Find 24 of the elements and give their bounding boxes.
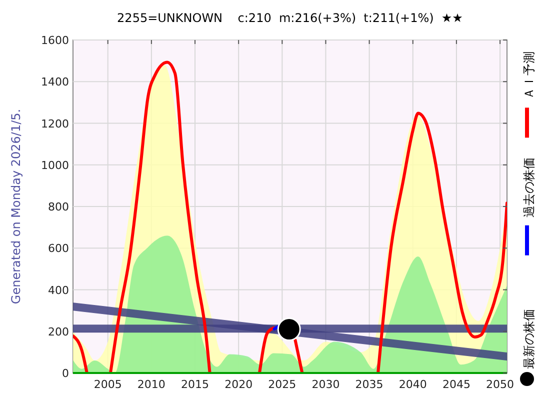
y-tick-label: 0 bbox=[62, 367, 69, 380]
x-tick-label: 2035 bbox=[355, 378, 384, 391]
x-tick-label: 2015 bbox=[181, 378, 210, 391]
x-tick-label: 2045 bbox=[442, 378, 470, 391]
text: ＡＩ予測 bbox=[522, 52, 536, 100]
x-tick-label: 2025 bbox=[268, 378, 296, 391]
y-tick-label: 1600 bbox=[41, 34, 69, 47]
y-tick-label: 600 bbox=[48, 242, 69, 256]
x-tick-label: 2030 bbox=[312, 378, 340, 391]
y-tick-label: 1000 bbox=[41, 158, 69, 172]
chart-title: 2255=UNKNOWN c:210 m:216(+3%) t:211(+1%) ★★ bbox=[117, 11, 463, 25]
x-tick-label: 2010 bbox=[137, 378, 166, 391]
y-tick-label: 1400 bbox=[41, 76, 69, 89]
text: Generated on Monday 2026/1/5. bbox=[9, 108, 23, 304]
text: 過去の株価 bbox=[522, 157, 536, 218]
y-tick-label: 800 bbox=[48, 200, 69, 214]
y-tick-label: 1200 bbox=[41, 117, 69, 130]
x-tick-label: 2005 bbox=[94, 378, 122, 391]
y-tick-label: 400 bbox=[48, 284, 69, 297]
text: 最新の株価 bbox=[522, 309, 536, 369]
x-tick-label: 2040 bbox=[398, 378, 427, 391]
x-tick-label: 2020 bbox=[224, 378, 253, 391]
x-tick-label: 2050 bbox=[486, 378, 514, 391]
y-tick-label: 200 bbox=[48, 325, 69, 338]
